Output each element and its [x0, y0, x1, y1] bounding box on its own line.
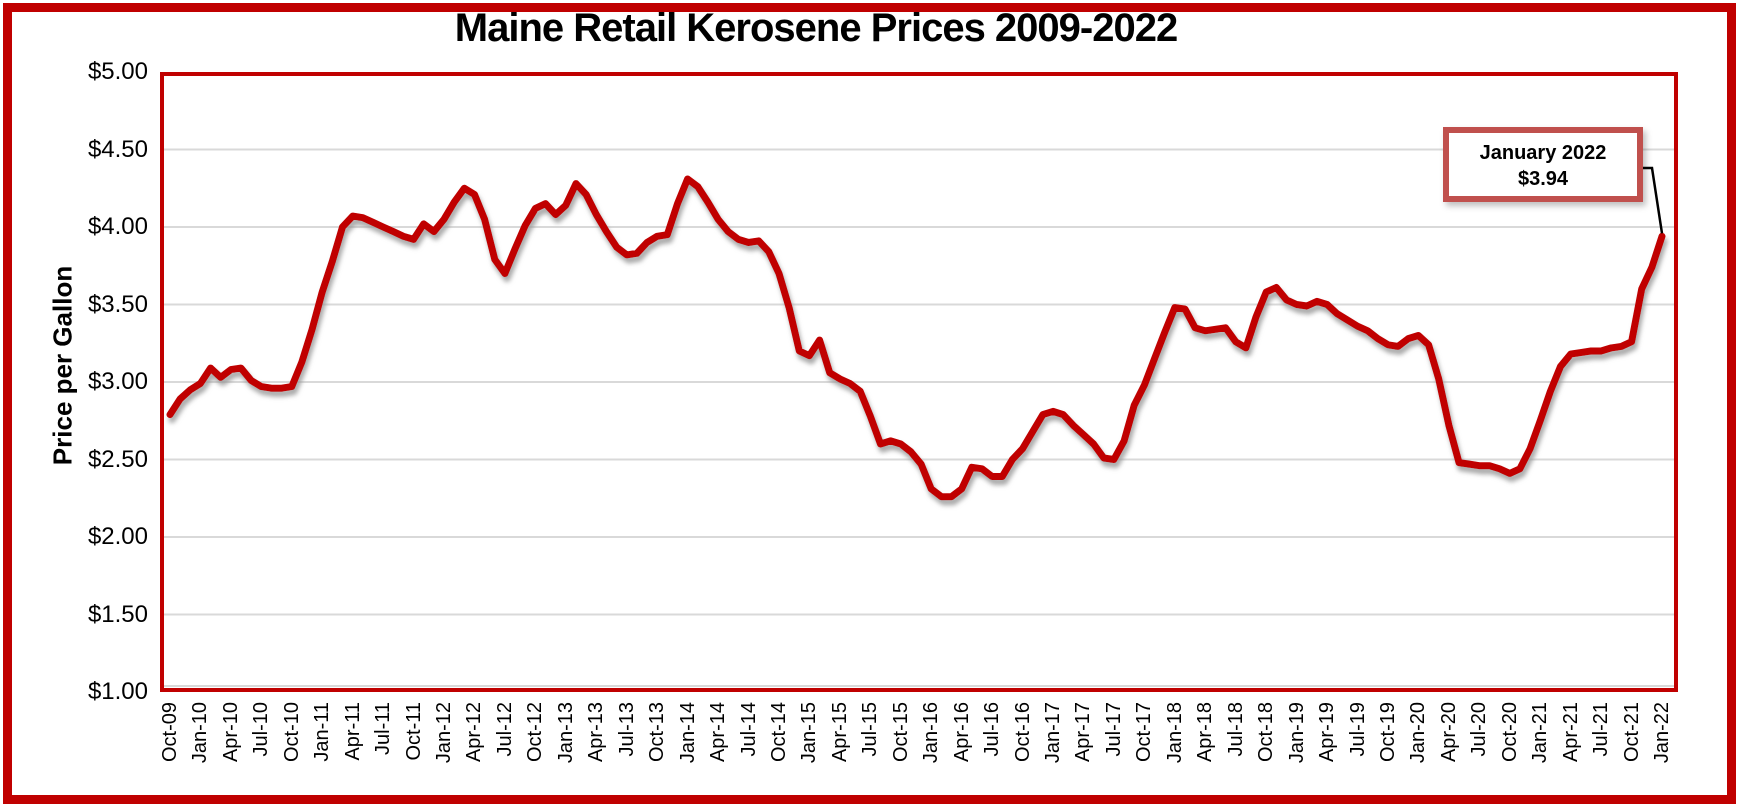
x-tick-label: Jan-12 [433, 702, 456, 764]
x-tick-label: Jul-21 [1590, 702, 1613, 757]
x-tick-label: Jan-17 [1042, 702, 1065, 764]
x-tick-label: Jan-20 [1407, 702, 1430, 764]
x-tick-label: Oct-21 [1620, 702, 1643, 763]
x-tick-label: Jan-15 [798, 702, 821, 764]
x-tick-label: Oct-19 [1376, 702, 1399, 763]
plot-border [160, 72, 1678, 692]
x-tick-label: Apr-15 [828, 702, 851, 763]
x-tick-label: Jul-14 [737, 702, 760, 757]
x-tick-label: Apr-18 [1194, 702, 1217, 763]
x-tick-label: Jul-20 [1468, 702, 1491, 757]
x-tick-label: Oct-20 [1498, 702, 1521, 763]
x-tick-label: Apr-19 [1316, 702, 1339, 763]
x-tick-label: Apr-16 [950, 702, 973, 763]
x-tick-label: Jul-10 [250, 702, 273, 757]
x-tick-label: Jan-21 [1529, 702, 1552, 764]
x-tick-label: Apr-13 [585, 702, 608, 763]
x-tick-label: Apr-21 [1559, 702, 1582, 763]
x-tick-label: Oct-14 [767, 702, 790, 763]
y-tick-label: $3.50 [87, 290, 148, 318]
x-tick-label: Jul-11 [372, 702, 395, 755]
y-tick-label: $2.50 [87, 445, 148, 473]
x-tick-label: Oct-15 [889, 702, 912, 763]
x-tick-label: Jul-18 [1224, 702, 1247, 757]
x-tick-label: Jan-10 [189, 702, 212, 764]
x-tick-label: Jul-13 [615, 702, 638, 757]
x-tick-label: Oct-17 [1133, 702, 1156, 763]
x-tick-label: Apr-14 [707, 702, 730, 763]
x-tick-label: Apr-20 [1437, 702, 1460, 763]
x-tick-label: Oct-12 [524, 702, 547, 763]
x-tick-label: Jan-13 [554, 702, 577, 764]
annotation-title: January 2022 [1479, 142, 1607, 164]
x-tick-label: Jul-17 [1102, 702, 1125, 757]
y-tick-label: $3.00 [87, 368, 148, 395]
annotation-callout: January 2022 $3.94 [1443, 127, 1643, 202]
x-tick-label: Jan-22 [1651, 702, 1673, 764]
callout-leader-line [1643, 166, 1664, 234]
x-tick-label: Jul-16 [981, 702, 1004, 757]
x-tick-label: Jan-19 [1285, 702, 1308, 764]
y-tick-label: $2.00 [87, 523, 148, 550]
y-tick-label: $4.00 [87, 213, 148, 240]
x-tick-label: Oct-09 [159, 702, 181, 763]
price-line-chart-svg [160, 72, 1678, 692]
y-tick-label: $1.50 [87, 600, 148, 628]
x-tick-label: Apr-10 [219, 702, 242, 763]
y-tick-label: $4.50 [87, 135, 148, 163]
x-tick-label: Oct-18 [1255, 702, 1278, 763]
x-tick-label: Jan-16 [920, 702, 943, 764]
x-tick-label: Oct-16 [1011, 702, 1034, 763]
x-tick-label: Oct-11 [402, 702, 425, 761]
price-line-series [166, 175, 1666, 501]
x-tick-label: Jan-11 [311, 702, 334, 762]
y-tick-label: $1.00 [87, 678, 148, 705]
x-tick-label: Jan-14 [676, 702, 699, 764]
x-tick-label: Apr-12 [463, 702, 486, 763]
y-tick-label: $5.00 [87, 58, 148, 85]
x-tick-label: Jul-15 [859, 702, 882, 757]
annotation-value: $3.94 [1517, 168, 1569, 190]
x-tick-label: Apr-17 [1072, 702, 1095, 763]
x-tick-label: Jul-12 [493, 702, 516, 757]
x-tick-label: Oct-13 [646, 702, 669, 763]
x-tick-label: Oct-10 [280, 702, 303, 763]
x-tick-label: Jan-18 [1163, 702, 1186, 764]
x-tick-label: Jul-19 [1346, 702, 1369, 757]
x-tick-label: Apr-11 [341, 702, 364, 761]
plot-area [160, 72, 1678, 692]
chart-title: Maine Retail Kerosene Prices 2009-2022 [454, 6, 1178, 50]
